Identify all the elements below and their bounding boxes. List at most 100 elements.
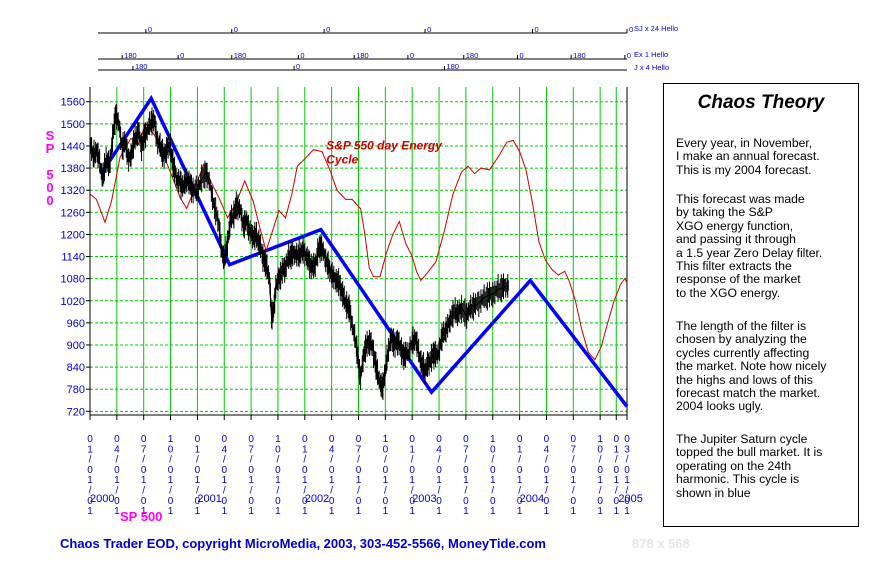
x-tick-label-char: 1 <box>221 475 227 486</box>
x-tick-label-char: 1 <box>490 506 496 517</box>
x-tick-label-char: 1 <box>275 506 281 517</box>
x-tick-label-char: / <box>169 455 172 466</box>
x-tick-label-char: 0 <box>383 465 389 476</box>
x-tick-label-char: 0 <box>356 465 362 476</box>
x-tick-label-char: 4 <box>114 444 120 455</box>
x-tick-label-char: 0 <box>463 465 469 476</box>
x-tick-label-char: / <box>599 486 602 497</box>
phase-mark-label: 0 <box>534 25 538 34</box>
y-axis-symbol-char: 5 <box>46 167 53 182</box>
x-tick-label-char: 0 <box>248 496 254 507</box>
x-tick-label-char: 0 <box>597 465 603 476</box>
x-tick-label-char: 0 <box>613 496 619 507</box>
y-tick-label: 840 <box>67 362 85 374</box>
x-tick-label-char: 1 <box>141 475 147 486</box>
x-tick-label-char: 0 <box>195 496 201 507</box>
x-tick-label-char: 0 <box>141 496 147 507</box>
x-tick-label-char: 1 <box>517 475 523 486</box>
panel-line: by taking the S&P <box>676 205 773 220</box>
x-tick-label-char: 1 <box>517 506 523 517</box>
x-tick-label-char: 1 <box>383 434 389 445</box>
x-tick-label-char: 0 <box>409 434 415 445</box>
phase-mark-label: 180 <box>466 51 479 60</box>
panel-line: I make an annual forecast. <box>676 149 820 164</box>
x-tick-label-char: 0 <box>463 434 469 445</box>
x-tick-label-char: / <box>626 455 629 466</box>
x-tick-label-char: 1 <box>87 444 93 455</box>
panel-paragraph-forecast-method: This forecast was made by taking the S&P X… <box>676 192 856 300</box>
x-tick-label-char: 7 <box>248 444 254 455</box>
x-tick-label-char: 1 <box>409 506 415 517</box>
panel-line: topped the bull market. It is <box>676 445 823 460</box>
x-tick-label-char: 0 <box>168 465 174 476</box>
x-year-label: 2005 <box>618 493 642 505</box>
x-tick-label-char: / <box>545 486 548 497</box>
x-tick-label-char: 1 <box>87 475 93 486</box>
y-tick-label: 1200 <box>61 229 85 241</box>
phase-mark-label: 0 <box>148 25 152 34</box>
x-tick-label-char: 4 <box>329 444 335 455</box>
panel-paragraph-filter-length: The length of the filter is chosen by ana… <box>676 319 856 414</box>
x-tick-label-char: 0 <box>221 465 227 476</box>
x-tick-label-char: / <box>142 486 145 497</box>
x-tick-label-char: 1 <box>87 506 93 517</box>
x-tick-label-char: 0 <box>436 465 442 476</box>
x-tick-label-char: / <box>615 486 618 497</box>
x-axis: 01/01/0104/01/0107/01/0110/01/0101/01/01… <box>87 415 643 517</box>
x-tick-label-char: 0 <box>329 434 335 445</box>
footer-image-size: 878 x 568 <box>632 536 690 551</box>
x-tick-label-char: 0 <box>168 444 174 455</box>
x-tick-label-char: 1 <box>544 506 550 517</box>
x-tick-label-char: 0 <box>275 444 281 455</box>
chaos-theory-panel: Chaos Theory Every year, in November, I m… <box>663 83 859 527</box>
x-tick-label-char: 0 <box>571 465 577 476</box>
panel-line: 2004 looks ugly. <box>676 399 764 414</box>
x-tick-label-char: 0 <box>248 434 254 445</box>
x-tick-label-char: 1 <box>195 506 201 517</box>
panel-line: the market. Note how nicely <box>676 359 827 374</box>
x-tick-label-char: 0 <box>275 465 281 476</box>
x-tick-label-char: 1 <box>383 506 389 517</box>
phase-mark-label: 0 <box>326 25 330 34</box>
x-tick-label-char: 1 <box>302 506 308 517</box>
x-tick-label-char: / <box>89 486 92 497</box>
phase-mark-label: 180 <box>573 51 586 60</box>
x-tick-label-char: / <box>223 455 226 466</box>
x-tick-label-char: 0 <box>114 465 120 476</box>
y-tick-label: 900 <box>67 340 85 352</box>
x-tick-label-char: 1 <box>248 475 254 486</box>
phase-mark-label: 0 <box>519 51 523 60</box>
y-axis-symbol-char: 0 <box>46 193 53 208</box>
x-tick-label-char: 0 <box>436 434 442 445</box>
x-tick-label-char: 0 <box>141 434 147 445</box>
x-tick-label-char: 1 <box>544 475 550 486</box>
x-tick-label-char: / <box>169 486 172 497</box>
x-tick-label-char: / <box>491 486 494 497</box>
x-tick-label-char: 1 <box>624 475 630 486</box>
panel-paragraph-jupiter-saturn: The Jupiter Saturn cycle topped the bull … <box>676 432 856 500</box>
x-tick-label-char: 1 <box>571 475 577 486</box>
phase-mark-label: 0 <box>627 51 631 60</box>
x-tick-label-char: 1 <box>613 475 619 486</box>
x-tick-label-char: 0 <box>490 496 496 507</box>
phase-row-label: J x 4 Hello <box>634 63 669 72</box>
y-axis-symbol-char: S <box>46 128 55 143</box>
phase-mark-label: 180 <box>234 51 247 60</box>
x-tick-label-char: 1 <box>490 434 496 445</box>
footer-copyright: Chaos Trader EOD, copyright MicroMedia, … <box>60 536 546 551</box>
x-year-label: 2001 <box>197 493 221 505</box>
x-tick-label-char: 1 <box>436 475 442 486</box>
panel-line: The length of the filter is <box>676 319 807 333</box>
x-tick-label-char: 0 <box>409 496 415 507</box>
x-tick-label-char: / <box>572 455 575 466</box>
y-axis-symbol-char: 0 <box>46 180 53 195</box>
x-tick-label-char: / <box>330 486 333 497</box>
x-tick-label-char: 1 <box>356 506 362 517</box>
phase-mark-label: 0 <box>629 25 633 34</box>
x-tick-label-char: 1 <box>168 506 174 517</box>
x-tick-label-char: 1 <box>490 475 496 486</box>
x-tick-label-char: 1 <box>248 506 254 517</box>
x-tick-label-char: / <box>491 455 494 466</box>
